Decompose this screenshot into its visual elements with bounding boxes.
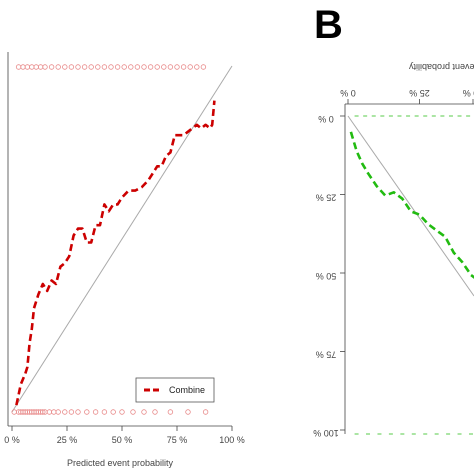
panel-b: B 0 % 25 % 50 % 0 % 25 % 50 % 75 % 100 % Predi… — [313, 3, 474, 438]
rug-mark-bottom — [119, 409, 125, 415]
rug-mark-top — [121, 64, 127, 70]
rug-mark-top — [108, 64, 114, 70]
x-tick-label: 0 % — [340, 88, 356, 98]
rug-mark-top — [62, 64, 68, 70]
rug-mark-bottom — [46, 409, 53, 415]
rug-mark-top — [88, 64, 94, 70]
rug-mark-bottom — [202, 409, 209, 415]
rug-mark-bottom — [130, 409, 136, 415]
rug-mark-bottom — [110, 409, 116, 415]
rug-mark-bottom — [40, 409, 46, 415]
rug-mark-bottom — [101, 409, 108, 415]
panel-b-rug — [354, 115, 473, 435]
rug-mark-top — [174, 64, 180, 70]
rug-mark-top — [161, 64, 167, 70]
rug-mark-top — [15, 64, 22, 70]
rug-mark-bottom — [167, 409, 174, 415]
panel-a-legend: Combine — [135, 377, 215, 403]
rug-mark-top — [194, 64, 200, 70]
rug-mark-top — [128, 64, 134, 70]
rug-mark-bottom — [55, 409, 61, 415]
x-tick-label: 50 % — [463, 88, 474, 98]
rug-mark-bottom — [75, 409, 81, 415]
y-tick-label: 25 % — [316, 193, 337, 203]
x-tick-label: 0 % — [4, 435, 20, 445]
rug-mark-top — [95, 64, 101, 70]
rug-mark-top — [101, 64, 108, 70]
rug-mark-bottom — [185, 409, 191, 415]
rug-mark-top — [48, 64, 55, 70]
rug-mark-top — [81, 64, 88, 70]
series-line-b — [349, 131, 474, 279]
rug-mark-top — [33, 64, 39, 70]
x-tick-label: 100 % — [219, 435, 245, 445]
rug-mark-bottom — [68, 409, 75, 415]
panel-b-reference-line-group — [347, 115, 474, 297]
rug-mark-top — [68, 64, 75, 70]
panel-a-x-axis-label: Predicted event probability — [67, 458, 174, 468]
rug-mark-top — [147, 64, 154, 70]
rug-mark-bottom — [62, 409, 68, 415]
rug-mark-bottom — [141, 409, 147, 415]
legend-label-combine: Combine — [169, 385, 205, 395]
rug-mark-top — [55, 64, 61, 70]
x-tick-label: 75 % — [167, 435, 188, 445]
x-tick-label: 25 % — [57, 435, 78, 445]
rug-mark-top — [42, 64, 48, 70]
x-tick-label: 50 % — [112, 435, 133, 445]
panel-b-x-ticks: 0 % 25 % 50 % — [340, 88, 474, 104]
panel-a-series — [15, 100, 216, 406]
rug-mark-bottom — [84, 409, 90, 415]
panel-a: 0 % 25 % 50 % 75 % 100 % Predicted event pro… — [4, 52, 245, 468]
y-tick-label: 0 % — [318, 114, 334, 124]
rug-mark-top — [37, 64, 44, 70]
panel-a-rug — [11, 64, 209, 415]
y-tick-label: 75 % — [316, 350, 337, 360]
y-tick-label: 50 % — [316, 271, 337, 281]
rug-mark-top — [200, 64, 207, 70]
panel-b-letter: B — [314, 3, 343, 47]
y-tick-label: 100 % — [313, 428, 339, 438]
rug-mark-top — [134, 64, 141, 70]
rug-mark-bottom — [51, 409, 57, 415]
x-tick-label: 25 % — [409, 88, 430, 98]
panel-a-x-ticks: 0 % 25 % 50 % 75 % 100 % — [4, 426, 245, 445]
rug-mark-top — [29, 64, 35, 70]
rug-mark-top — [167, 64, 174, 70]
rug-mark-bottom — [92, 409, 99, 415]
rug-mark-top — [114, 64, 121, 70]
panel-b-series — [349, 131, 474, 279]
reference-line — [347, 115, 474, 297]
rug-mark-top — [154, 64, 160, 70]
rug-mark-top — [20, 64, 26, 70]
series-line-combine — [15, 100, 216, 406]
rug-mark-top — [141, 64, 147, 70]
reference-line — [11, 65, 233, 413]
panel-a-reference-line-group — [11, 65, 233, 413]
panel-b-y-ticks: 0 % 25 % 50 % 75 % 100 % — [313, 114, 345, 438]
panel-b-x-axis-label: Predicted event probability — [408, 62, 474, 72]
rug-mark-top — [187, 64, 193, 70]
rug-mark-top — [24, 64, 31, 70]
rug-mark-bottom — [152, 409, 158, 415]
rug-mark-top — [75, 64, 81, 70]
rug-mark-top — [180, 64, 187, 70]
